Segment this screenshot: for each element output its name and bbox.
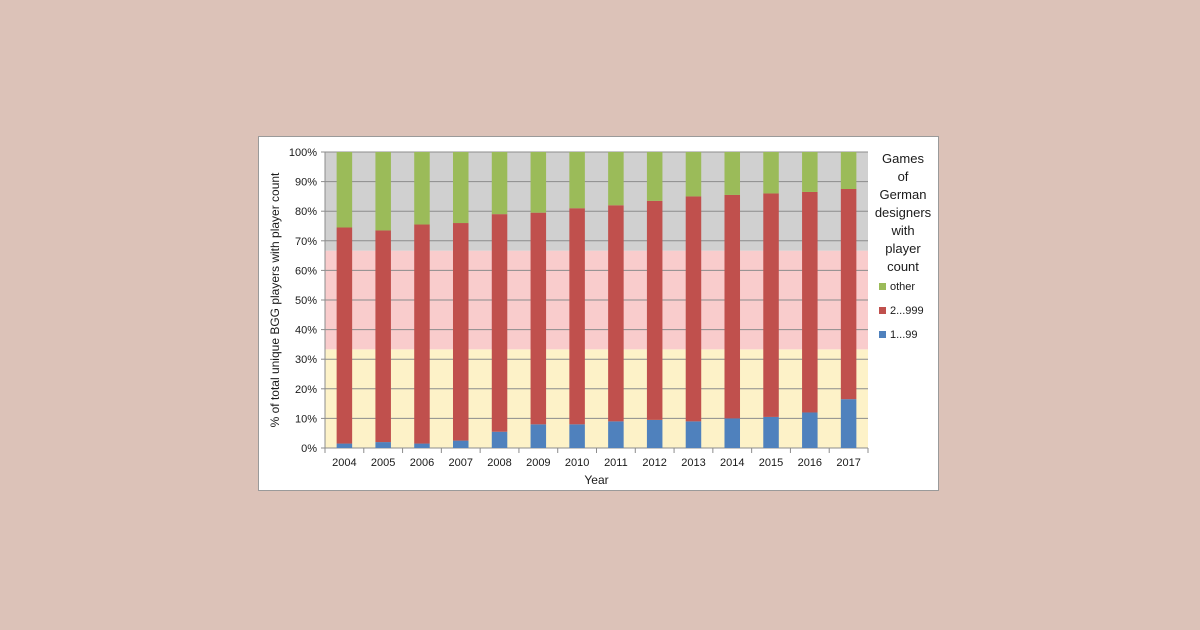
- bar-2004-other: [336, 152, 353, 228]
- legend-label: other: [890, 281, 915, 293]
- stacked-bar-chart: 0% 10% 20% 30% 40% 50% 60% 70% 80% 90% 100% 2004 200…: [268, 147, 932, 487]
- bar-2011-other: [608, 152, 624, 206]
- bar-2014-other: [724, 152, 741, 195]
- bar-2015-2-999: [763, 193, 779, 417]
- bar-2012-other: [646, 152, 663, 201]
- bar-2011-1-99: [608, 421, 624, 448]
- y-tick-label: 10%: [295, 413, 317, 425]
- y-tick-label: 100%: [289, 147, 317, 159]
- bar-2006-other: [414, 152, 430, 225]
- bar-2014-1-99: [724, 418, 741, 448]
- x-tick-label: 2012: [642, 457, 666, 469]
- x-tick-label: 2014: [720, 457, 744, 469]
- bar-2005-1-99: [375, 442, 391, 448]
- legend-title-line: German: [880, 187, 927, 202]
- bar-2006-1-99: [414, 443, 430, 448]
- x-tick-label: 2017: [836, 457, 860, 469]
- legend-label: 2...999: [890, 305, 924, 317]
- bar-2016-other: [802, 152, 818, 192]
- legend-swatch-other: [879, 283, 886, 290]
- bar-2017-other: [840, 152, 857, 189]
- background-band-3: [325, 152, 868, 251]
- bar-2013-2-999: [685, 196, 702, 422]
- chart-card: 0% 10% 20% 30% 40% 50% 60% 70% 80% 90% 100% 2004 200…: [258, 136, 939, 491]
- bar-2012-1-99: [646, 419, 663, 448]
- bar-2015-other: [763, 152, 779, 194]
- y-axis-title: % of total unique BGG players with playe…: [268, 172, 282, 427]
- y-tick-label: 80%: [295, 206, 317, 218]
- legend-title-line: Games: [882, 151, 924, 166]
- x-tick-label: 2009: [526, 457, 550, 469]
- bar-2007-other: [452, 152, 469, 224]
- bar-2005-2-999: [375, 230, 391, 443]
- y-tick-label: 90%: [295, 177, 317, 189]
- bar-2004-1-99: [336, 443, 353, 448]
- x-tick-label: 2015: [759, 457, 783, 469]
- bar-2013-other: [685, 152, 702, 197]
- background-band-1: [325, 349, 868, 448]
- y-tick-label: 50%: [295, 295, 317, 307]
- bar-2016-1-99: [802, 412, 818, 448]
- bar-2017-1-99: [840, 399, 857, 448]
- y-tick-label: 30%: [295, 354, 317, 366]
- legend-title-line: player: [885, 241, 921, 256]
- legend-title-line: designers: [875, 205, 932, 220]
- legend-title-line: count: [887, 259, 919, 274]
- bar-2006-2-999: [414, 224, 430, 444]
- bar-2013-1-99: [685, 421, 702, 448]
- bar-2004-2-999: [336, 227, 353, 444]
- bar-2016-2-999: [802, 191, 818, 413]
- bar-2008-2-999: [491, 214, 508, 432]
- bar-2010-1-99: [569, 424, 585, 448]
- bar-2005-other: [375, 152, 391, 231]
- bar-2014-2-999: [724, 194, 741, 419]
- bar-2009-2-999: [530, 212, 547, 425]
- bar-2011-2-999: [608, 205, 624, 422]
- bar-2017-2-999: [840, 189, 857, 400]
- bar-2009-1-99: [530, 424, 547, 448]
- bar-2010-2-999: [569, 208, 585, 425]
- bar-2007-2-999: [452, 223, 469, 441]
- x-tick-label: 2016: [798, 457, 822, 469]
- x-tick-label: 2004: [332, 457, 356, 469]
- bar-2015-1-99: [763, 416, 779, 448]
- x-tick-label: 2013: [681, 457, 705, 469]
- bar-2012-2-999: [646, 200, 663, 420]
- legend-title-line: with: [890, 223, 914, 238]
- x-axis-title: Year: [584, 473, 608, 487]
- x-tick-label: 2005: [371, 457, 395, 469]
- bar-2009-other: [530, 152, 547, 213]
- x-tick-label: 2011: [604, 457, 628, 469]
- legend-label: 1...99: [890, 329, 918, 341]
- bar-2008-other: [491, 152, 508, 215]
- x-tick-label: 2010: [565, 457, 589, 469]
- legend-title-line: of: [898, 169, 909, 184]
- y-tick-label: 60%: [295, 265, 317, 277]
- bar-2008-1-99: [491, 431, 508, 448]
- bar-2010-other: [569, 152, 585, 209]
- x-tick-label: 2007: [449, 457, 473, 469]
- y-tick-label: 20%: [295, 384, 317, 396]
- y-tick-label: 40%: [295, 325, 317, 337]
- legend-swatch-1-99: [879, 331, 886, 338]
- x-tick-label: 2008: [487, 457, 511, 469]
- legend-swatch-2-999: [879, 307, 886, 314]
- y-tick-label: 0%: [301, 443, 317, 455]
- bar-2007-1-99: [452, 440, 469, 448]
- x-tick-label: 2006: [410, 457, 434, 469]
- y-tick-label: 70%: [295, 236, 317, 248]
